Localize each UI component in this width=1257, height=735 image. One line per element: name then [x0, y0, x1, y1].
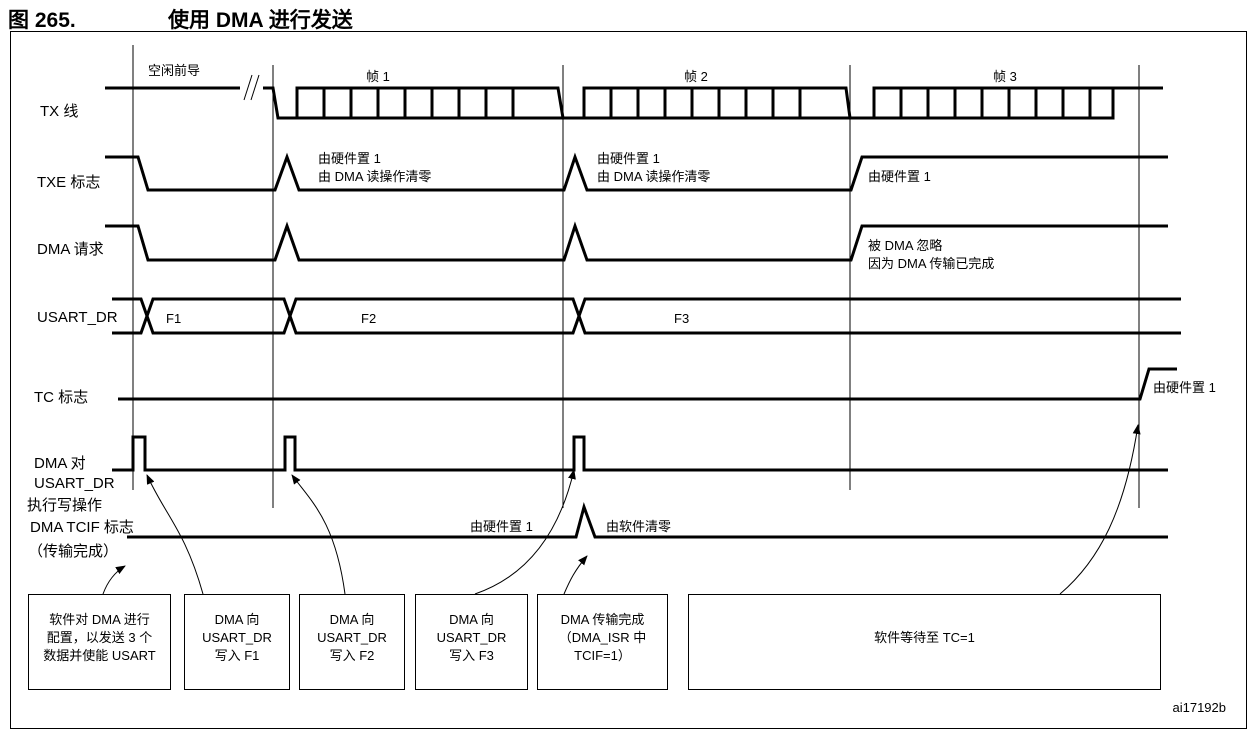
idle-preamble-label: 空闲前导: [148, 63, 200, 78]
box4-line2: USART_DR: [437, 630, 507, 645]
figure-caption: 使用 DMA 进行发送: [168, 9, 353, 32]
frame2-label: 帧 2: [684, 69, 708, 84]
dma-write-label-line1: DMA 对: [34, 455, 86, 472]
box-dma-write-f2: [299, 594, 405, 690]
usart-dr-waveform: [112, 297, 1181, 335]
tx-line-label: TX 线: [40, 103, 78, 120]
txe-set-hw-3: 由硬件置 1: [868, 169, 931, 184]
txe-flag-label: TXE 标志: [37, 174, 100, 191]
frame3-label: 帧 3: [993, 69, 1017, 84]
box4-line3: 写入 F3: [449, 648, 494, 663]
txe-clear-dma-1: 由 DMA 读操作清零: [318, 169, 431, 184]
frame1-label: 帧 1: [366, 69, 390, 84]
txe-waveform: [105, 152, 1168, 192]
dma-request-label: DMA 请求: [37, 241, 104, 258]
tcif-clear-sw-label: 由软件清零: [606, 519, 671, 534]
txe-set-hw-1: 由硬件置 1: [318, 151, 381, 166]
usart-dr-f3: F3: [674, 311, 689, 326]
tc-flag-label: TC 标志: [34, 389, 88, 406]
tcif-flag-label-line1: DMA TCIF 标志: [30, 519, 134, 536]
box1-line3: 数据并使能 USART: [43, 648, 155, 663]
box3-line3: 写入 F2: [330, 648, 375, 663]
dma-ignored-reason: 因为 DMA 传输已完成: [868, 256, 994, 271]
usart-dr-f2: F2: [361, 311, 376, 326]
dma-ignored-label: 被 DMA 忽略: [868, 238, 942, 253]
box2-line1: DMA 向: [215, 612, 260, 627]
txe-clear-dma-2: 由 DMA 读操作清零: [597, 169, 710, 184]
figure-title: 图 265. 使用 DMA 进行发送: [8, 4, 353, 34]
box2-line3: 写入 F1: [215, 648, 260, 663]
box5-line1: DMA 传输完成: [561, 612, 645, 627]
dma-write-label-line3: 执行写操作: [27, 497, 102, 514]
box3-line2: USART_DR: [317, 630, 387, 645]
tcif-waveform: [127, 502, 1168, 539]
box6-line1: 软件等待至 TC=1: [874, 630, 975, 645]
box1-line1: 软件对 DMA 进行: [49, 612, 149, 627]
diagram-frame: [10, 31, 1247, 729]
box-wait-tc: [688, 594, 1161, 690]
usart-dr-f1: F1: [166, 311, 181, 326]
box1-line2: 配置，以发送 3 个: [47, 630, 152, 645]
figure-id: ai17192b: [1173, 700, 1227, 715]
box5-line3: TCIF=1）: [574, 648, 631, 663]
tx-waveform: [105, 74, 1163, 120]
box-dma-write-f1: [184, 594, 290, 690]
usart-dr-label: USART_DR: [37, 309, 118, 326]
box2-line2: USART_DR: [202, 630, 272, 645]
tcif-set-hw-label: 由硬件置 1: [470, 519, 533, 534]
box-dma-write-f3: [415, 594, 528, 690]
dma-write-label-line2: USART_DR: [34, 475, 115, 492]
box-configure-dma: [28, 594, 171, 690]
txe-set-hw-2: 由硬件置 1: [597, 151, 660, 166]
dma-write-waveform: [112, 435, 1168, 472]
figure-number: 图 265.: [8, 9, 76, 32]
box4-line1: DMA 向: [449, 612, 494, 627]
box5-line2: （DMA_ISR 中: [559, 630, 646, 645]
tc-waveform: [118, 367, 1177, 401]
box-dma-transfer-complete: [537, 594, 668, 690]
dma-request-waveform: [105, 221, 1168, 262]
tcif-flag-label-line2: （传输完成）: [28, 543, 118, 560]
tc-set-hw-label: 由硬件置 1: [1153, 380, 1216, 395]
annotation-arrows: [102, 424, 1141, 595]
box3-line1: DMA 向: [330, 612, 375, 627]
